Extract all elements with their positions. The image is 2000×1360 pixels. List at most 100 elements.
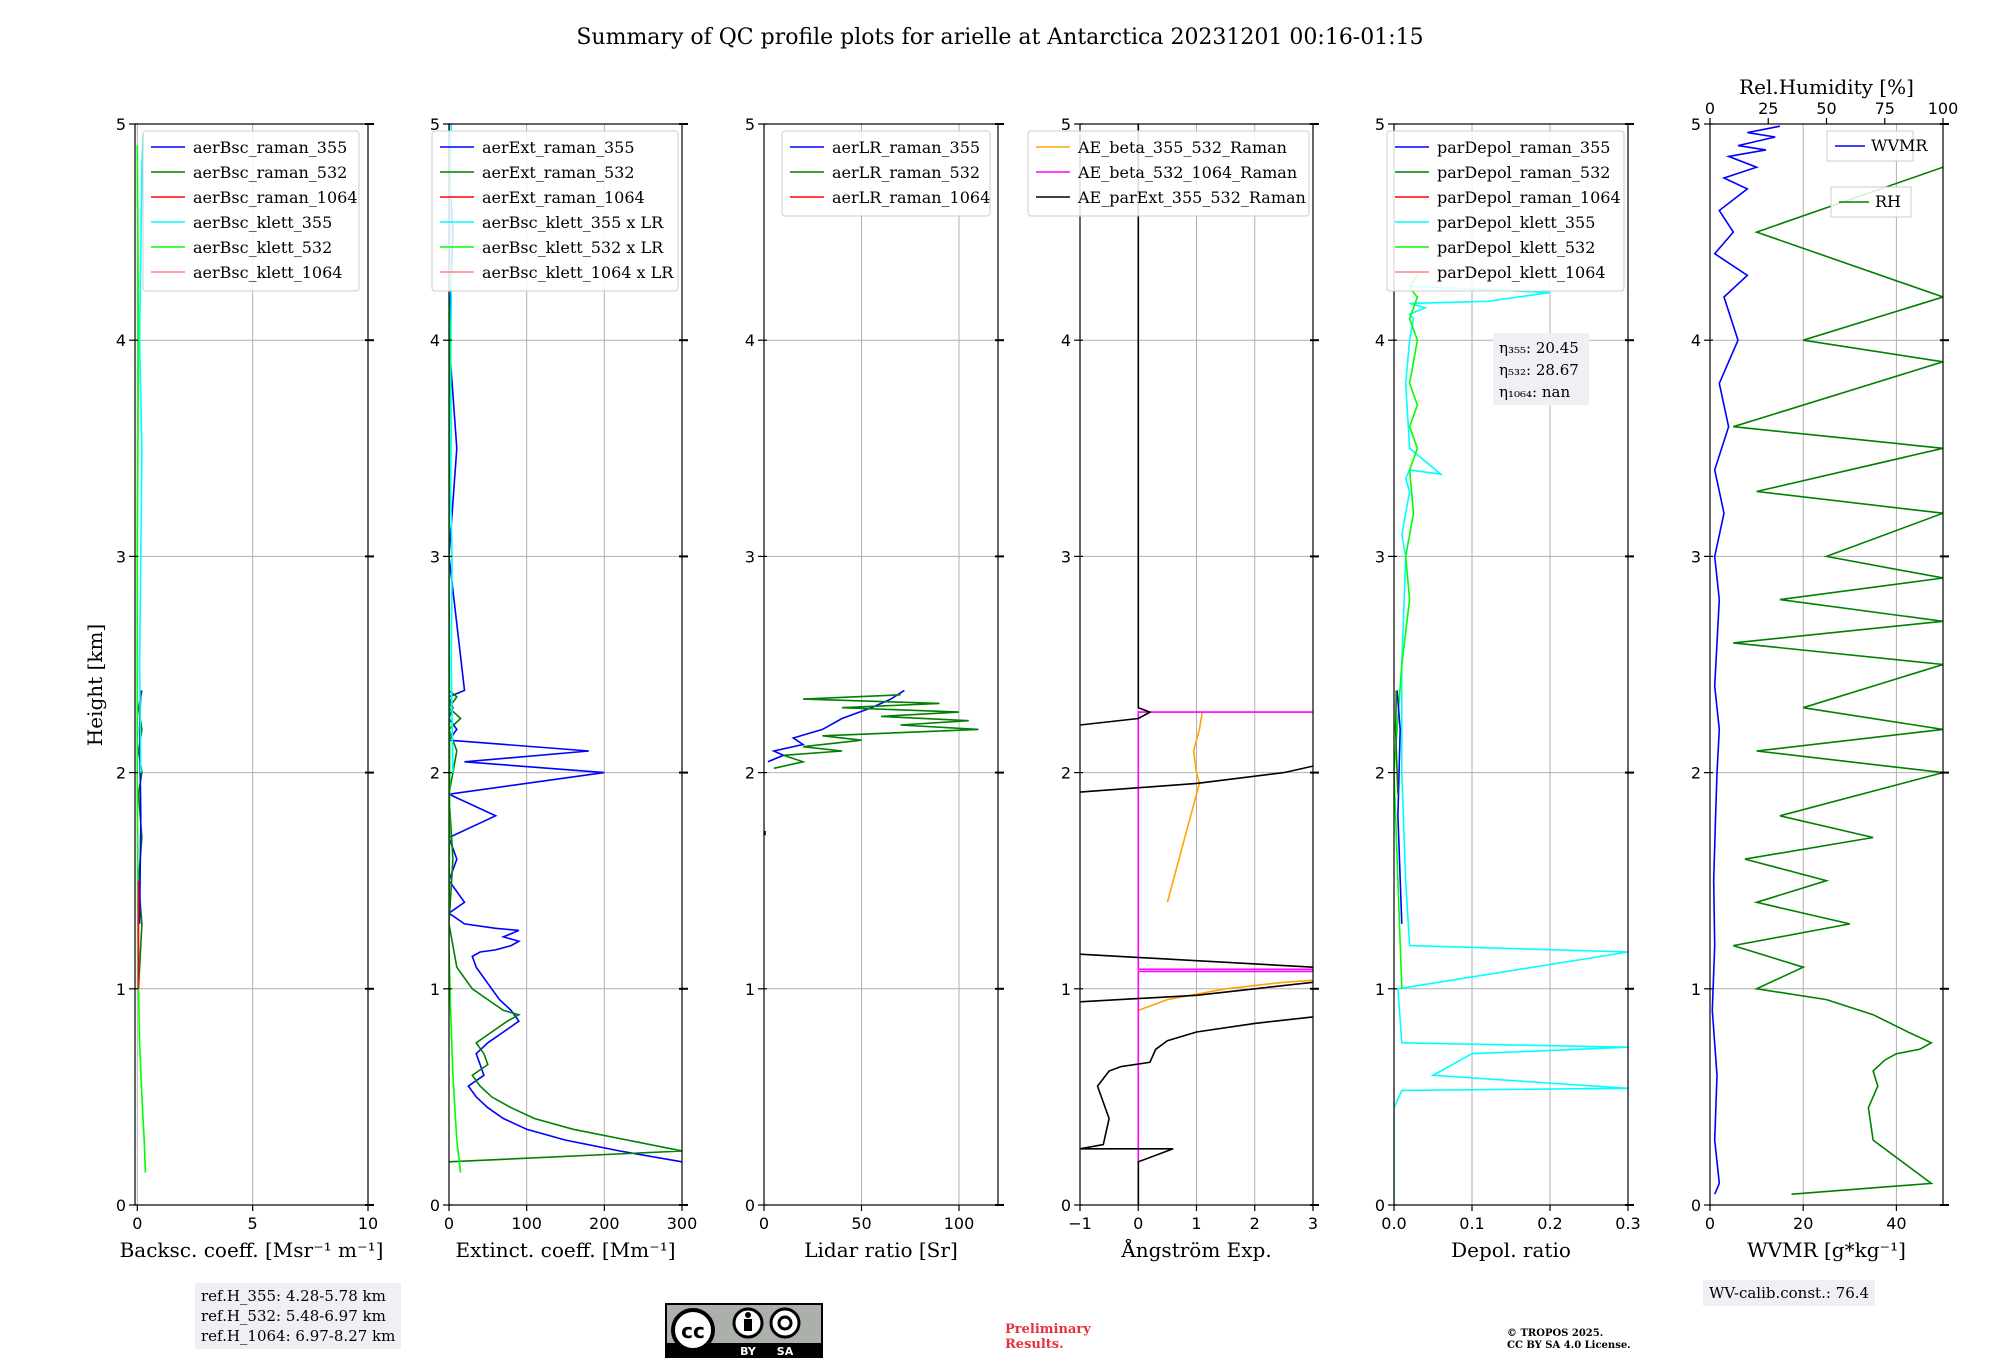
xlabel-bsc: Backsc. coeff. [Msr⁻¹ m⁻¹] [120,1238,384,1262]
series-AE_parExt_e [1080,124,1152,726]
series-parDepol_raman_355 [1396,690,1403,924]
xtick-label-wv-2: 40 [1886,1214,1906,1233]
xtick-label-depol-1: 0.1 [1459,1214,1484,1233]
legend-label-aerLR_raman_355: aerLR_raman_355 [832,138,980,157]
ytick-label-wv-2: 2 [1691,764,1701,783]
ytick-label-lr-3: 3 [745,547,755,566]
series-group-bsc [136,134,147,1173]
ref-heights-box: ref.H_355: 4.28-5.78 km ref.H_532: 5.48-… [195,1283,402,1349]
xtick-label-ext-3: 300 [667,1214,698,1233]
xtick-label-depol-0: 0.0 [1381,1214,1406,1233]
ytick-label-ext-0: 0 [430,1196,440,1215]
ytick-label-ext-1: 1 [430,980,440,999]
axes-frame-wv [1709,123,1944,1206]
ytick-label-wv-4: 4 [1691,331,1701,350]
panel-depol: 0 1 2 3 4 5 0.0 0.1 0.2 0.3 Depol. ratio parDepol_r… [1375,115,1641,1262]
ytick-label-bsc-5: 5 [116,115,126,134]
preliminary-line-2: Results. [1005,1337,1064,1352]
ref-height-532: ref.H_532: 5.48-6.97 km [201,1307,386,1325]
xtick-label-lr-2: 100 [944,1214,975,1233]
cc-icon [671,1308,715,1352]
legend-box-ae [1027,130,1310,217]
xtick-label-ae-1: 0 [1133,1214,1143,1233]
legend-label-aerBsc_klett_1064 x LR: aerBsc_klett_1064 x LR [482,263,674,282]
series-parDepol_klett_355 [1394,285,1628,1205]
series-AE_beta_355_532_Raman [1166,711,1204,903]
series-AE_parExt_355_532_Raman [1080,1016,1313,1205]
ytick-label-ae-5: 5 [1061,115,1071,134]
ytick-label-depol-0: 0 [1375,1196,1385,1215]
xtick-label-ae-4: 3 [1308,1214,1318,1233]
xtick-label-bsc-1: 5 [248,1214,258,1233]
ytick-label-wv-5: 5 [1691,115,1701,134]
legend-label-AE_beta_532_1064_Raman: AE_beta_532_1064_Raman [1077,163,1297,182]
legend-box-depol [1386,130,1625,292]
xtick-label-ae-2: 1 [1191,1214,1201,1233]
xtick-top-label-2: 50 [1816,99,1836,118]
cc-by-sa-badge[interactable]: cc BY SA [665,1303,823,1358]
legend-label-aerBsc_raman_355: aerBsc_raman_355 [193,138,347,157]
legend-box-lr [781,130,991,217]
ytick-label-ext-5: 5 [430,115,440,134]
ytick-label-lr-5: 5 [745,115,755,134]
series-AE_parExt_c [1080,953,1313,968]
copyright-line-2: CC BY SA 4.0 License. [1507,1340,1631,1351]
legend-box-ext [431,130,679,292]
ytick-label-depol-5: 5 [1375,115,1385,134]
preliminary-line-1: Preliminary [1005,1322,1091,1337]
series-AE_parExt_d [1080,765,1313,793]
legend-label-aerLR_raman_532: aerLR_raman_532 [832,163,980,182]
axes-frame-lr [763,123,999,1206]
ytick-label-bsc-2: 2 [116,764,126,783]
wv-calib-text: WV-calib.const.: 76.4 [1709,1284,1870,1302]
copyright-note: © TROPOS 2025. CC BY SA 4.0 License. [1507,1328,1631,1352]
series-aerLR_raman_532 [773,694,979,770]
legend-label-aerBsc_raman_532: aerBsc_raman_532 [193,163,347,182]
ytick-label-wv-1: 1 [1691,980,1701,999]
sa-icon-arrow [777,1315,793,1331]
series-group-lr [764,689,979,836]
ytick-label-depol-4: 4 [1375,331,1385,350]
xtick-label-ext-2: 200 [589,1214,620,1233]
legend-label-parDepol_raman_1064: parDepol_raman_1064 [1437,188,1621,207]
ytick-label-lr-0: 0 [745,1196,755,1215]
y-axis-label: Height [km] [83,624,107,746]
xlabel-ae: Ångström Exp. [1120,1237,1271,1262]
panel-ext: 0 1 2 3 4 5 0 100 200 300 Extinct. coeff. [Mm⁻¹] ae… [430,115,697,1262]
xtick-label-ae-0: −1 [1068,1214,1092,1233]
axes-frame-depol [1393,123,1629,1206]
xlabel-wv: WVMR [g*kg⁻¹] [1747,1238,1906,1262]
axes-frame-bsc [134,123,369,1206]
by-icon-head [745,1312,751,1318]
legend-label-parDepol_raman_355: parDepol_raman_355 [1437,138,1610,157]
panel-bsc: 0 1 2 3 4 5 0 5 10 Backsc. coeff. [Msr⁻¹ m⁻¹] aerB… [116,115,384,1262]
xlabel-top-wv: Rel.Humidity [%] [1739,75,1914,99]
legend-label-wvmr: WVMR [1871,136,1928,155]
legend-label-aerExt_raman_532: aerExt_raman_532 [482,163,635,182]
ytick-label-ae-4: 4 [1061,331,1071,350]
xtick-label-ae-3: 2 [1250,1214,1260,1233]
series-WVMR [1711,125,1781,1195]
series-parDepol_raman_532 [1394,690,1399,795]
xtick-top-label-4: 100 [1928,99,1959,118]
xtick-label-bsc-2: 10 [358,1214,378,1233]
ytick-label-bsc-3: 3 [116,547,126,566]
xtick-label-depol-2: 0.2 [1537,1214,1562,1233]
xtick-label-wv-1: 20 [1793,1214,1813,1233]
legend-label-parDepol_klett_355: parDepol_klett_355 [1437,213,1595,232]
series-aerLR_raman_355 [767,689,905,763]
xlabel-depol: Depol. ratio [1451,1238,1571,1262]
legend-label-aerBsc_klett_355: aerBsc_klett_355 [193,213,332,232]
ytick-label-ext-2: 2 [430,764,440,783]
xlabel-lr: Lidar ratio [Sr] [804,1238,958,1262]
series-RH [1733,166,1943,1195]
xtick-label-ext-1: 100 [511,1214,542,1233]
figure-title: Summary of QC profile plots for arielle … [576,25,1423,50]
ytick-label-depol-2: 2 [1375,764,1385,783]
ytick-label-lr-1: 1 [745,980,755,999]
xtick-top-label-3: 75 [1875,99,1895,118]
